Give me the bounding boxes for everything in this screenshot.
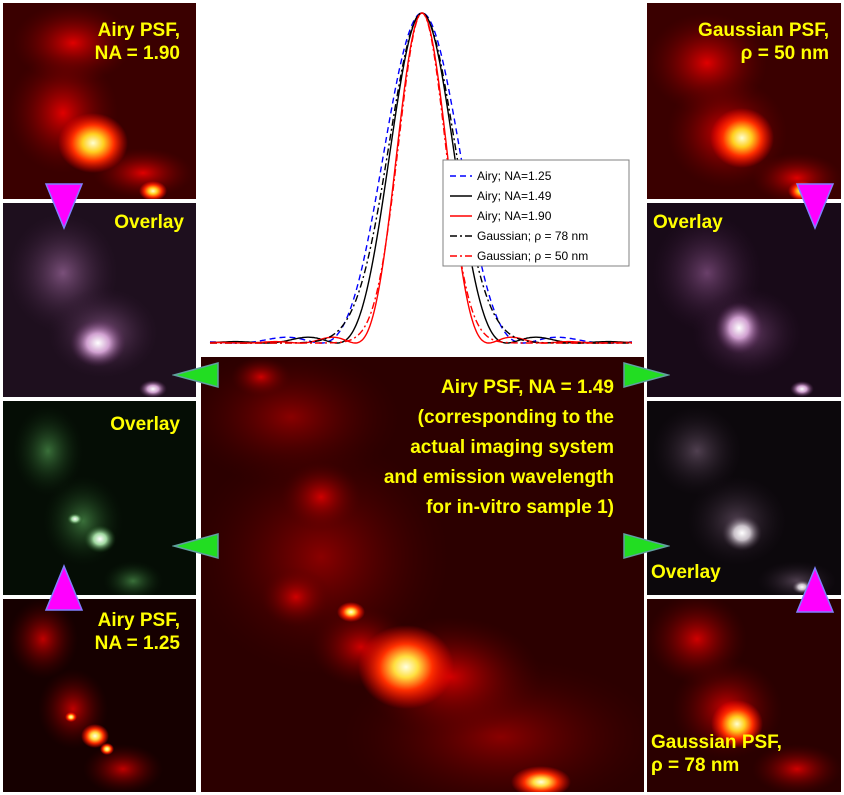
legend-entry-2: Airy; NA=1.90 [477,209,552,223]
overlay-right-top-image: Overlay [647,203,841,397]
legend-entry-3: Gaussian; ρ = 78 nm [477,229,588,243]
airy-na149-center-image: Airy PSF, NA = 1.49 (corresponding to th… [201,357,644,792]
overlay-left-top-image: Overlay [3,203,196,397]
airy-na125-caption: Airy PSF, NA = 1.25 [94,610,180,654]
overlay-right-bottom-caption: Overlay [651,562,721,583]
legend-entry-0: Airy; NA=1.25 [477,169,552,183]
magenta-arrow-down-left [44,182,84,230]
series-line-4 [210,12,632,344]
magenta-arrow-up-left [44,564,84,612]
green-arrow-left-upper [172,361,220,389]
chart-legend-box [442,159,630,267]
psf-profile-chart: Airy; NA=1.25 Airy; NA=1.49 Airy; NA=1.90 G… [209,12,633,344]
gaussian-rho78-caption: Gaussian PSF, ρ = 78 nm [651,732,782,776]
magenta-arrow-up-right [795,566,835,614]
gaussian-rho78-image: Gaussian PSF, ρ = 78 nm [647,599,841,792]
airy-na149-caption: Airy PSF, NA = 1.49 (corresponding to th… [383,377,614,518]
airy-na190-caption: Airy PSF, NA = 1.90 [94,20,180,64]
legend-entry-1: Airy; NA=1.49 [477,189,552,203]
airy-na125-image: Airy PSF, NA = 1.25 [3,599,196,792]
overlay-left-bottom-image: Overlay [3,401,196,595]
psf-curves [209,12,633,344]
green-arrow-right-lower [622,532,670,560]
chart-legend: Airy; NA=1.25 Airy; NA=1.49 Airy; NA=1.90 G… [450,169,588,263]
legend-entry-4: Gaussian; ρ = 50 nm [477,249,588,263]
overlay-left-top-caption: Overlay [114,212,184,233]
overlay-left-bottom-caption: Overlay [110,414,180,435]
airy-na190-image: Airy PSF, NA = 1.90 [3,3,196,199]
green-arrow-right-upper [622,361,670,389]
overlay-right-bottom-image: Overlay [647,401,841,595]
green-arrow-left-lower [172,532,220,560]
magenta-arrow-down-right [795,182,835,230]
overlay-right-top-caption: Overlay [653,212,723,233]
series-line-0 [209,12,632,344]
gaussian-rho50-image: Gaussian PSF, ρ = 50 nm [647,3,841,199]
gaussian-rho50-caption: Gaussian PSF, ρ = 50 nm [698,20,829,64]
